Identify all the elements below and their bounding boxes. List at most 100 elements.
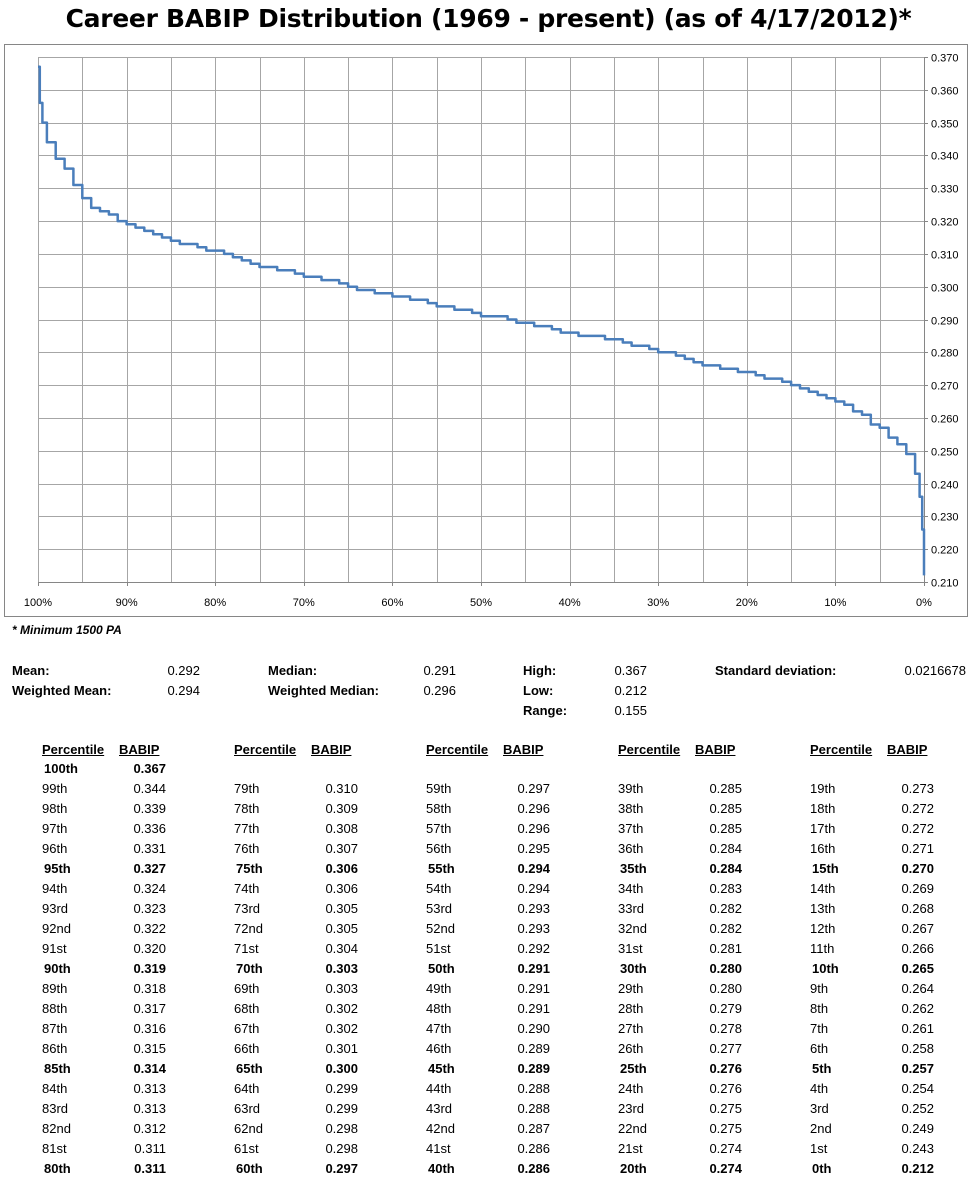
table-row: 13th 0.268 xyxy=(810,899,970,919)
table-row: 31st 0.281 xyxy=(618,939,778,959)
babip-cell: 0.285 xyxy=(709,781,742,796)
x-tick-label: 50% xyxy=(470,597,492,609)
table-row: 52nd 0.293 xyxy=(426,919,586,939)
mean-label: Mean: xyxy=(12,663,50,678)
percentile-cell: 86th xyxy=(42,1041,68,1056)
babip-cell: 0.284 xyxy=(709,861,742,876)
babip-cell: 0.249 xyxy=(901,1121,934,1136)
y-tick-label: 0.310 xyxy=(931,250,959,262)
babip-cell: 0.316 xyxy=(133,1021,166,1036)
babip-cell: 0.257 xyxy=(901,1061,934,1076)
table-row: 69th 0.303 xyxy=(234,979,394,999)
babip-cell: 0.303 xyxy=(325,961,358,976)
x-tick-label: 60% xyxy=(381,597,403,609)
table-row: 76th 0.307 xyxy=(234,839,394,859)
babip-cell: 0.301 xyxy=(325,1041,358,1056)
babip-cell: 0.252 xyxy=(901,1101,934,1116)
table-row: 19th 0.273 xyxy=(810,779,970,799)
std-dev-value: 0.0216678 xyxy=(904,663,966,678)
table-row: 6th 0.258 xyxy=(810,1039,970,1059)
babip-cell: 0.324 xyxy=(133,881,166,896)
table-row: 56th 0.295 xyxy=(426,839,586,859)
table-row: 23rd 0.275 xyxy=(618,1099,778,1119)
percentile-cell: 67th xyxy=(234,1021,260,1036)
babip-cell: 0.331 xyxy=(133,841,166,856)
babip-cell: 0.311 xyxy=(134,1141,166,1156)
table-row: 35th 0.284 xyxy=(618,859,778,879)
percentile-cell: 39th xyxy=(618,781,644,796)
babip-cell: 0.266 xyxy=(901,941,934,956)
percentile-cell: 92nd xyxy=(42,921,71,936)
babip-cell: 0.294 xyxy=(517,861,550,876)
table-row: 75th 0.306 xyxy=(234,859,394,879)
babip-cell: 0.280 xyxy=(709,961,742,976)
y-tick-label: 0.300 xyxy=(931,283,959,295)
percentile-cell: 81st xyxy=(42,1141,67,1156)
babip-cell: 0.286 xyxy=(517,1161,550,1176)
footnote: * Minimum 1500 PA xyxy=(12,623,122,637)
percentile-cell: 34th xyxy=(618,881,644,896)
babip-cell: 0.243 xyxy=(901,1141,934,1156)
x-tick-label: 90% xyxy=(116,597,138,609)
table-row: 66th 0.301 xyxy=(234,1039,394,1059)
table-row: 11th 0.266 xyxy=(810,939,970,959)
babip-cell: 0.285 xyxy=(709,821,742,836)
table-row: 65th 0.300 xyxy=(234,1059,394,1079)
low-label: Low: xyxy=(523,683,554,698)
babip-cell: 0.271 xyxy=(901,841,934,856)
babip-cell: 0.314 xyxy=(133,1061,166,1076)
babip-cell: 0.299 xyxy=(325,1081,358,1096)
percentile-cell: 12th xyxy=(810,921,836,936)
babip-cell: 0.268 xyxy=(901,901,934,916)
babip-cell: 0.284 xyxy=(709,841,742,856)
y-tick-label: 0.350 xyxy=(931,119,959,131)
table-row: 26th 0.277 xyxy=(618,1039,778,1059)
table-row: 48th 0.291 xyxy=(426,999,586,1019)
babip-cell: 0.273 xyxy=(901,781,934,796)
percentile-cell: 52nd xyxy=(426,921,455,936)
table-row: 34th 0.283 xyxy=(618,879,778,899)
babip-cell: 0.300 xyxy=(325,1061,358,1076)
babip-cell: 0.322 xyxy=(133,921,166,936)
table-row: 47th 0.290 xyxy=(426,1019,586,1039)
table-row: 95th 0.327 xyxy=(42,859,202,879)
babip-cell: 0.313 xyxy=(133,1081,166,1096)
range-label: Range: xyxy=(523,703,568,718)
y-tick-label: 0.270 xyxy=(931,381,959,393)
table-row: 86th 0.315 xyxy=(42,1039,202,1059)
babip-cell: 0.367 xyxy=(133,761,166,776)
x-tick-label: 20% xyxy=(736,597,758,609)
percentile-cell: 32nd xyxy=(618,921,647,936)
y-tick-label: 0.220 xyxy=(931,545,959,557)
chart-area: 0.210 0.220 0.230 0.240 0.250 0.260 0.270 0.280… xyxy=(4,44,968,617)
babip-cell: 0.272 xyxy=(901,821,934,836)
table-row: 22nd 0.275 xyxy=(618,1119,778,1139)
babip-cell: 0.287 xyxy=(517,1121,550,1136)
table-row: 85th 0.314 xyxy=(42,1059,202,1079)
table-row: 79th 0.310 xyxy=(234,779,394,799)
percentile-cell: 77th xyxy=(234,821,260,836)
babip-cell: 0.292 xyxy=(517,941,550,956)
babip-cell: 0.282 xyxy=(709,921,742,936)
weighted-mean-label: Weighted Mean: xyxy=(12,683,112,698)
percentile-cell: 14th xyxy=(810,881,836,896)
table-row: 77th 0.308 xyxy=(234,819,394,839)
median-value: 0.291 xyxy=(423,663,456,678)
percentile-cell: 83rd xyxy=(42,1101,69,1116)
header-babip: BABIP xyxy=(503,742,544,757)
table-row: 42nd 0.287 xyxy=(426,1119,586,1139)
percentile-cell: 38th xyxy=(618,801,644,816)
x-tick-label: 10% xyxy=(824,597,846,609)
percentile-cell: 40th xyxy=(428,1161,455,1176)
weighted-median-label: Weighted Median: xyxy=(268,683,379,698)
y-tick-label: 0.360 xyxy=(931,86,959,98)
percentile-cell: 60th xyxy=(236,1161,263,1176)
table-row: 55th 0.294 xyxy=(426,859,586,879)
babip-cell: 0.281 xyxy=(709,941,742,956)
percentile-cell: 97th xyxy=(42,821,68,836)
table-row: 61st 0.298 xyxy=(234,1139,394,1159)
percentile-cell: 48th xyxy=(426,1001,452,1016)
babip-cell: 0.270 xyxy=(901,861,934,876)
y-tick-label: 0.340 xyxy=(931,151,959,163)
median-label: Median: xyxy=(268,663,318,678)
